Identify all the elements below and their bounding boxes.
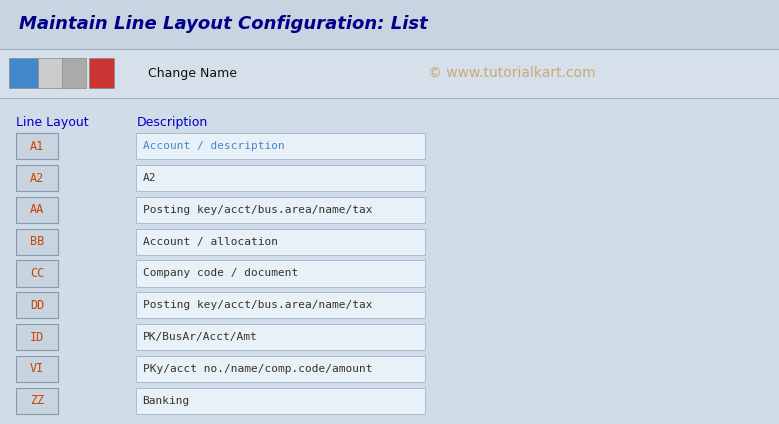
- FancyBboxPatch shape: [0, 0, 779, 49]
- Text: Line Layout: Line Layout: [16, 117, 88, 129]
- Text: Posting key/acct/bus.area/name/tax: Posting key/acct/bus.area/name/tax: [143, 205, 372, 215]
- Text: ZZ: ZZ: [30, 394, 44, 407]
- Text: © www.tutorialkart.com: © www.tutorialkart.com: [428, 66, 596, 80]
- FancyBboxPatch shape: [16, 133, 58, 159]
- Text: Posting key/acct/bus.area/name/tax: Posting key/acct/bus.area/name/tax: [143, 300, 372, 310]
- FancyBboxPatch shape: [136, 324, 425, 350]
- FancyBboxPatch shape: [136, 388, 425, 414]
- FancyBboxPatch shape: [38, 59, 63, 88]
- FancyBboxPatch shape: [0, 49, 779, 98]
- Text: Description: Description: [136, 117, 207, 129]
- FancyBboxPatch shape: [62, 59, 86, 88]
- FancyBboxPatch shape: [136, 133, 425, 159]
- Text: A1: A1: [30, 140, 44, 153]
- FancyBboxPatch shape: [136, 229, 425, 255]
- FancyBboxPatch shape: [136, 292, 425, 318]
- FancyBboxPatch shape: [16, 197, 58, 223]
- Text: PKy/acct no./name/comp.code/amount: PKy/acct no./name/comp.code/amount: [143, 364, 372, 374]
- Text: A2: A2: [143, 173, 156, 183]
- Text: PK/BusAr/Acct/Amt: PK/BusAr/Acct/Amt: [143, 332, 257, 342]
- Text: ID: ID: [30, 331, 44, 343]
- FancyBboxPatch shape: [136, 165, 425, 191]
- FancyBboxPatch shape: [16, 324, 58, 350]
- Text: Account / description: Account / description: [143, 141, 284, 151]
- Text: Account / allocation: Account / allocation: [143, 237, 277, 247]
- FancyBboxPatch shape: [16, 165, 58, 191]
- FancyBboxPatch shape: [9, 59, 38, 88]
- Text: Banking: Banking: [143, 396, 190, 406]
- Text: BB: BB: [30, 235, 44, 248]
- Text: Company code / document: Company code / document: [143, 268, 298, 279]
- FancyBboxPatch shape: [89, 59, 114, 88]
- Text: CC: CC: [30, 267, 44, 280]
- FancyBboxPatch shape: [16, 229, 58, 255]
- FancyBboxPatch shape: [136, 356, 425, 382]
- FancyBboxPatch shape: [136, 260, 425, 287]
- FancyBboxPatch shape: [136, 197, 425, 223]
- Text: AA: AA: [30, 204, 44, 216]
- Text: DD: DD: [30, 299, 44, 312]
- Text: Maintain Line Layout Configuration: List: Maintain Line Layout Configuration: List: [19, 15, 428, 33]
- FancyBboxPatch shape: [16, 356, 58, 382]
- FancyBboxPatch shape: [16, 260, 58, 287]
- Text: VI: VI: [30, 363, 44, 375]
- FancyBboxPatch shape: [16, 292, 58, 318]
- Text: Change Name: Change Name: [148, 67, 237, 80]
- Text: A2: A2: [30, 172, 44, 184]
- FancyBboxPatch shape: [16, 388, 58, 414]
